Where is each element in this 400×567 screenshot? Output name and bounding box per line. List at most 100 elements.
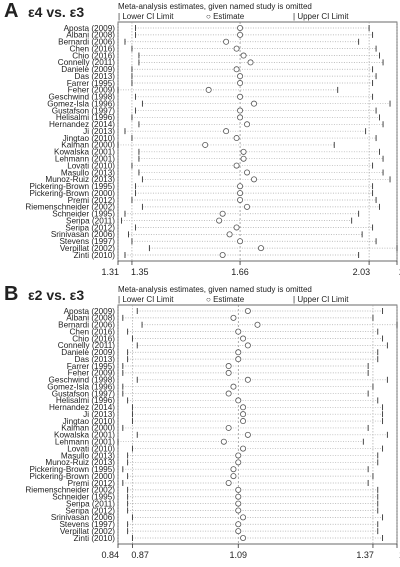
study-label: Feher (2009) xyxy=(68,86,116,95)
legend-upper: | Upper CI Limit xyxy=(293,295,349,304)
estimate-point xyxy=(216,217,223,224)
x-tick-label: 1.66 xyxy=(231,267,249,277)
estimate-point xyxy=(235,528,242,535)
study-row: Gomez-Isla (1996) xyxy=(47,99,391,108)
study-label: Farrer (1995) xyxy=(67,79,116,88)
estimate-point xyxy=(237,31,244,38)
study-row: Munoz-Ruiz (2013) xyxy=(45,458,379,467)
study-label: Pickering-Brown (2000) xyxy=(29,472,115,481)
study-label: Lovati (2010) xyxy=(67,161,115,170)
study-row: Ji (2013) xyxy=(83,410,384,419)
estimate-point xyxy=(240,52,247,59)
estimate-point xyxy=(235,493,242,500)
chart-title: Meta-analysis estimates, given named stu… xyxy=(118,285,312,294)
estimate-point xyxy=(230,473,237,480)
study-label: Masullo (2013) xyxy=(61,451,115,460)
estimate-point xyxy=(244,307,251,314)
study-row: Feher (2009) xyxy=(68,86,339,95)
panel-letter: B xyxy=(4,283,19,305)
estimate-point xyxy=(225,479,232,486)
study-label: Ji (2013) xyxy=(83,127,115,136)
study-row: Connelly (2011) xyxy=(58,58,384,67)
estimate-point xyxy=(244,203,251,210)
forest-plot-b: Aposta (2009)Albani (2008)Bernardi (2006… xyxy=(25,304,400,560)
study-row: Gustafson (1997) xyxy=(52,106,377,115)
legend-lower: | Lower CI Limit xyxy=(118,12,174,21)
estimate-point xyxy=(230,466,237,473)
estimate-point xyxy=(237,24,244,31)
estimate-point xyxy=(237,196,244,203)
estimate-point xyxy=(257,245,264,252)
study-row: Geschwind (1998) xyxy=(49,93,374,102)
estimate-point xyxy=(240,514,247,521)
study-label: Das (2013) xyxy=(74,72,115,81)
plot-frame xyxy=(117,304,398,545)
study-row: Stevens (1997) xyxy=(59,520,379,529)
study-label: Chio (2016) xyxy=(72,334,115,343)
study-row: Lovati (2010) xyxy=(67,161,374,170)
estimate-point xyxy=(235,452,242,459)
estimate-point xyxy=(230,314,237,321)
study-row: Aposta (2009) xyxy=(64,24,370,33)
study-row: Helisalmi (1996) xyxy=(56,396,379,405)
study-row: Kowalska (2001) xyxy=(54,431,388,440)
x-tick-label: 1.35 xyxy=(131,267,149,277)
study-label: Premi (2012) xyxy=(68,479,116,488)
estimate-point xyxy=(225,369,232,376)
estimate-point xyxy=(235,500,242,507)
study-row: Pickering-Brown (1995) xyxy=(29,182,374,191)
estimate-point xyxy=(220,438,227,445)
study-row: Helisalmi (1996) xyxy=(56,113,381,122)
study-label: Albani (2008) xyxy=(66,31,115,40)
chart-title: Meta-analysis estimates, given named stu… xyxy=(118,2,312,11)
study-label: Albani (2008) xyxy=(66,314,115,323)
study-row: Zinti (2010) xyxy=(74,251,360,260)
x-tick-label: 0.87 xyxy=(131,550,149,560)
panel-letter: A xyxy=(4,0,19,22)
estimate-point xyxy=(219,251,226,258)
estimate-point xyxy=(237,114,244,121)
study-row: Lehmann (2001) xyxy=(55,154,384,163)
study-row: Das (2013) xyxy=(74,355,379,364)
study-row: Chio (2016) xyxy=(72,51,381,60)
legend: | Lower CI Limit ○ Estimate | Upper CI L… xyxy=(118,12,400,22)
x-tick-label: 1.09 xyxy=(229,550,247,560)
study-row: Schneider (1995) xyxy=(52,210,360,219)
study-label: Feher (2009) xyxy=(68,369,116,378)
legend-estimate: ○ Estimate xyxy=(206,12,245,21)
study-label: Verpillat (2002) xyxy=(60,527,115,536)
study-label: Helisalmi (1996) xyxy=(56,396,115,405)
estimate-point xyxy=(240,445,247,452)
study-label: Lehmann (2001) xyxy=(55,154,115,163)
study-row: Seripa (2011) xyxy=(66,216,353,225)
study-row: Connelly (2011) xyxy=(58,341,388,350)
estimate-point xyxy=(244,121,251,128)
estimate-point xyxy=(223,38,230,45)
estimate-point xyxy=(240,411,247,418)
estimate-point xyxy=(244,376,251,383)
estimate-point xyxy=(219,210,226,217)
study-label: Seripa (2012) xyxy=(65,223,115,232)
study-row: Bernardi (2006) xyxy=(58,321,398,330)
study-label: Seripa (2011) xyxy=(66,499,115,508)
estimate-point xyxy=(237,190,244,197)
study-label: Seripa (2012) xyxy=(65,506,115,515)
estimate-point xyxy=(254,321,261,328)
estimate-point xyxy=(233,162,240,169)
study-row: Premi (2012) xyxy=(68,479,369,488)
panel-a: A ε4 vs. ε3 Meta-analysis estimates, giv… xyxy=(0,0,400,283)
study-row: Geschwind (1998) xyxy=(49,376,388,385)
x-tick-label: 0.84 xyxy=(101,550,119,560)
study-row: Zinti (2010) xyxy=(74,534,384,543)
study-row: Pickering-Brown (2000) xyxy=(29,189,374,198)
estimate-point xyxy=(240,418,247,425)
study-row: Riemenschneider (2002) xyxy=(25,486,379,495)
legend-estimate: ○ Estimate xyxy=(206,295,245,304)
study-row: Jingtao (2010) xyxy=(63,134,377,143)
study-row: Stevens (1997) xyxy=(59,237,377,246)
panel-b: B ε2 vs. ε3 Meta-analysis estimates, giv… xyxy=(0,283,400,566)
study-row: Schneider (1995) xyxy=(52,493,379,502)
study-row: Pickering-Brown (2000) xyxy=(29,472,374,481)
study-row: Aposta (2009) xyxy=(64,307,384,316)
estimate-point xyxy=(223,128,230,135)
